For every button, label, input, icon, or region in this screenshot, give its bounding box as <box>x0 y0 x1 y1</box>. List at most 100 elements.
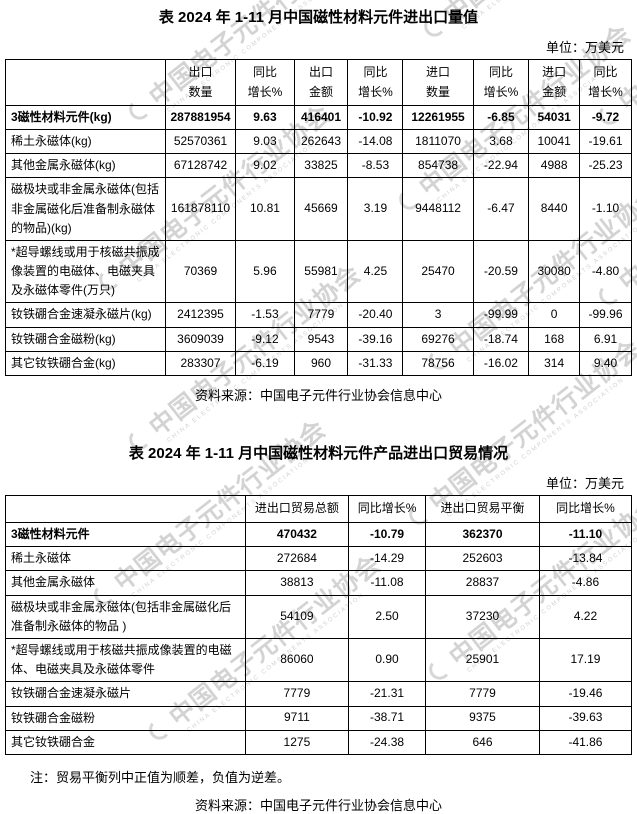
column-header: 进出口贸易总额 <box>244 495 350 524</box>
column-header: 同比 增长% <box>472 59 530 106</box>
table1-header-row: 出口 数量 同比 增长% 出口 金额 同比 增长% 进口 数量 同比 增长% 进… <box>5 59 632 106</box>
cell-value: -14.29 <box>348 546 427 572</box>
cell-value: -38.71 <box>348 705 427 731</box>
cell-value: 161878110 <box>164 177 237 241</box>
table-row: 钕铁硼合金速凝永磁片 7779 -21.31 7779 -19.46 <box>5 681 633 707</box>
column-header: 进口 数量 <box>402 59 474 106</box>
row-label: 钕铁硼合金磁粉(kg) <box>5 326 166 352</box>
cell-value: -4.86 <box>538 570 633 596</box>
cell-value: 12261955 <box>402 104 474 130</box>
cell-value: 38813 <box>244 570 350 596</box>
cell-value: 28837 <box>425 570 540 596</box>
cell-value: 78756 <box>402 350 474 377</box>
table-row: 磁极块或非金属永磁体(包括非金属磁化后准备制永磁体的物品 ) 54109 2.5… <box>5 594 633 639</box>
cell-value: -1.53 <box>235 302 295 328</box>
table1: 出口 数量 同比 增长% 出口 金额 同比 增长% 进口 数量 同比 增长% 进… <box>5 59 632 377</box>
cell-value: -10.79 <box>348 522 427 548</box>
cell-value: -10.92 <box>347 104 404 130</box>
unit-label: 单位：万美元 <box>545 476 624 492</box>
table-row: 3磁性材料元件(kg) 287881954 9.63 416401 -10.92… <box>5 104 632 130</box>
table-row: *超导螺线或用于核磁共振成像装置的电磁体、电磁夹具及永磁体零件(万只) 7036… <box>5 239 632 304</box>
cell-value: 3.19 <box>347 177 404 241</box>
table2: 进出口贸易总额 同比增长% 进出口贸易平衡 同比增长% 3磁性材料元件 4704… <box>5 495 633 755</box>
cell-value: 10041 <box>528 128 580 155</box>
trade-balance-note: 注：贸易平衡列中正值为顺差，负值为逆差。 <box>30 769 291 785</box>
row-label: 3磁性材料元件 <box>5 522 246 548</box>
cell-value: -20.59 <box>472 239 530 304</box>
cell-value: -25.23 <box>579 153 632 179</box>
row-label: 3磁性材料元件(kg) <box>5 104 166 130</box>
cell-value: -11.08 <box>348 570 427 596</box>
table-row: 磁极块或非金属永磁体(包括非金属磁化后准备制永磁体的物品)(kg) 161878… <box>5 177 632 241</box>
cell-value: -18.74 <box>472 326 530 352</box>
cell-value: 272684 <box>244 546 350 572</box>
cell-value: 67128742 <box>164 153 237 179</box>
cell-value: 25901 <box>425 637 540 683</box>
cell-value: 0.90 <box>348 637 427 683</box>
row-label: 钕铁硼合金速凝永磁片(kg) <box>5 302 166 328</box>
cell-value: 45669 <box>293 177 349 241</box>
cell-value: -11.10 <box>538 522 633 548</box>
cell-value: 262643 <box>293 128 349 155</box>
row-label: 磁极块或非金属永磁体(包括非金属磁化后准备制永磁体的物品)(kg) <box>5 177 166 241</box>
column-header: 同比 增长% <box>347 59 404 106</box>
cell-value: 9.40 <box>579 350 632 377</box>
cell-value: 69276 <box>402 326 474 352</box>
cell-value: -6.85 <box>472 104 530 130</box>
table-row: *超导螺线或用于核磁共振成像装置的电磁体、电磁夹具及永磁体零件 86060 0.… <box>5 637 633 683</box>
cell-value: 287881954 <box>164 104 237 130</box>
table2-title: 表 2024 年 1-11 月中国磁性材料元件产品进出口贸易情况 <box>128 445 509 463</box>
table1-source: 资料来源：中国电子元件行业协会信息中心 <box>194 388 442 404</box>
cell-value: -14.08 <box>347 128 404 155</box>
table-row: 其他金属永磁体 38813 -11.08 28837 -4.86 <box>5 570 633 596</box>
cell-value: 17.19 <box>538 637 633 683</box>
cell-value: 283307 <box>164 350 237 377</box>
empty-header-cell <box>5 59 166 106</box>
cell-value: 1811070 <box>402 128 474 155</box>
cell-value: 54109 <box>244 594 350 639</box>
row-label: 钕铁硼合金磁粉 <box>5 705 246 731</box>
column-header: 出口 金额 <box>293 59 349 106</box>
cell-value: 7779 <box>293 302 349 328</box>
cell-value: -99.96 <box>579 302 632 328</box>
row-label: 稀土永磁体 <box>5 546 246 572</box>
row-label: 其它钕铁硼合金(kg) <box>5 350 166 377</box>
table-row: 3磁性材料元件 470432 -10.79 362370 -11.10 <box>5 522 633 548</box>
row-label: 其它钕铁硼合金 <box>5 729 246 755</box>
cell-value: 37230 <box>425 594 540 639</box>
cell-value: 252603 <box>425 546 540 572</box>
cell-value: 9448112 <box>402 177 474 241</box>
row-label: 其他金属永磁体 <box>5 570 246 596</box>
cell-value: -24.38 <box>348 729 427 755</box>
cell-value: -19.46 <box>538 681 633 707</box>
cell-value: 54031 <box>528 104 580 130</box>
column-header: 同比 增长% <box>235 59 295 106</box>
cell-value: -20.40 <box>347 302 404 328</box>
cell-value: -39.63 <box>538 705 633 731</box>
table1-title: 表 2024 年 1-11 月中国磁性材料元件进出口量值 <box>158 9 479 26</box>
table-row: 其它钕铁硼合金 1275 -24.38 646 -41.86 <box>5 729 633 755</box>
cell-value: 1275 <box>244 729 350 755</box>
cell-value: 0 <box>528 302 580 328</box>
table-row: 钕铁硼合金磁粉 9711 -38.71 9375 -39.63 <box>5 705 633 731</box>
cell-value: 3.68 <box>472 128 530 155</box>
cell-value: -19.61 <box>579 128 632 155</box>
row-label: 钕铁硼合金速凝永磁片 <box>5 681 246 707</box>
cell-value: 9375 <box>425 705 540 731</box>
column-header: 同比增长% <box>348 495 427 524</box>
empty-header-cell <box>5 495 246 524</box>
table-row: 钕铁硼合金磁粉(kg) 3609039 -9.12 9543 -39.16 69… <box>5 326 632 352</box>
cell-value: -4.80 <box>579 239 632 304</box>
cell-value: 9.02 <box>235 153 295 179</box>
cell-value: 33825 <box>293 153 349 179</box>
cell-value: 2412395 <box>164 302 237 328</box>
cell-value: -22.94 <box>472 153 530 179</box>
cell-value: 3609039 <box>164 326 237 352</box>
cell-value: 8440 <box>528 177 580 241</box>
cell-value: 646 <box>425 729 540 755</box>
cell-value: 168 <box>528 326 580 352</box>
cell-value: -99.99 <box>472 302 530 328</box>
cell-value: 7779 <box>425 681 540 707</box>
cell-value: 960 <box>293 350 349 377</box>
cell-value: 9.03 <box>235 128 295 155</box>
